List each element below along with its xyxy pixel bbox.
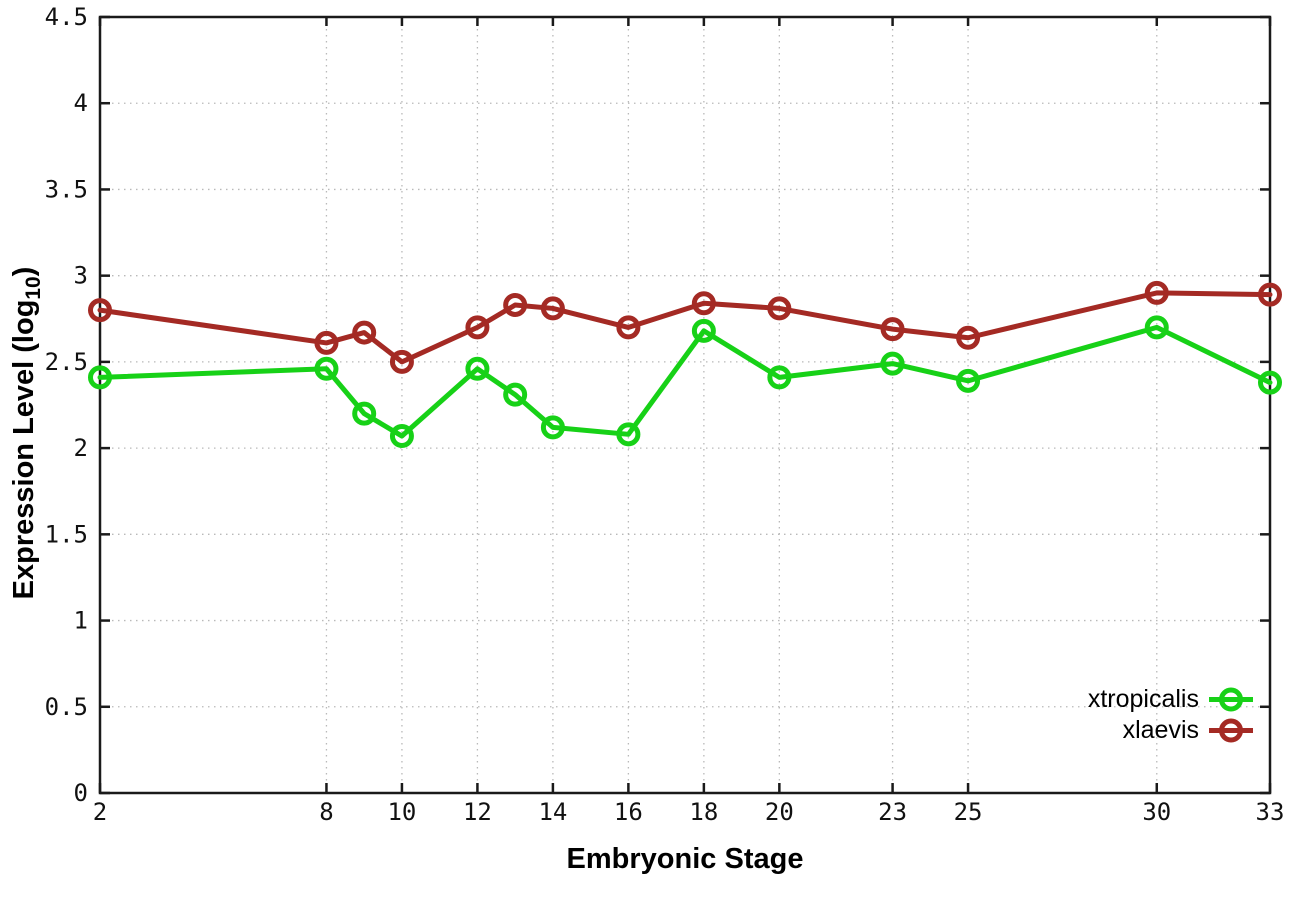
x-tick-label: 14 — [538, 798, 567, 826]
data-point-xlaevis — [616, 315, 641, 340]
data-point-xtropicalis — [691, 318, 716, 343]
x-axis-label: Embryonic Stage — [566, 843, 804, 875]
data-point-xtropicalis — [314, 356, 339, 381]
series-line-xlaevis — [97, 290, 1273, 365]
data-point-xlaevis — [1258, 282, 1282, 307]
data-point-xlaevis — [767, 296, 792, 321]
data-point-xtropicalis — [540, 415, 565, 440]
y-axis-label-subscript: 10 — [21, 276, 45, 300]
data-point-xlaevis — [389, 349, 414, 374]
data-point-xlaevis — [880, 317, 905, 342]
legend-item-xlaevis: xlaevis — [1088, 715, 1255, 746]
data-point-xtropicalis — [1258, 370, 1282, 395]
legend-sample-xtropicalis — [1209, 687, 1253, 712]
data-point-xlaevis — [1144, 280, 1169, 305]
x-tick-label: 30 — [1142, 798, 1171, 826]
x-tick-label: 18 — [689, 798, 718, 826]
data-point-xlaevis — [956, 325, 981, 350]
data-point-xtropicalis — [616, 422, 641, 447]
x-tick-label: 33 — [1256, 798, 1285, 826]
data-point-xtropicalis — [465, 356, 490, 381]
y-tick-label: 3.5 — [45, 175, 88, 203]
legend-label-xtropicalis: xtropicalis — [1087, 685, 1199, 713]
x-tick-label: 20 — [765, 798, 794, 826]
y-tick-label: 3 — [74, 262, 88, 290]
data-point-xtropicalis — [1144, 315, 1169, 340]
legend-sample-marker — [1219, 718, 1243, 743]
data-point-xlaevis — [540, 296, 565, 321]
y-axis-label-text: Expression Level (log — [8, 299, 41, 600]
data-point-xtropicalis — [352, 401, 377, 426]
data-point-xtropicalis — [880, 351, 905, 376]
legend-sample-xlaevis — [1209, 718, 1253, 743]
y-axis-label-close: ) — [8, 266, 41, 277]
data-point-xlaevis — [465, 315, 490, 340]
x-tick-label: 16 — [614, 798, 643, 826]
legend-sample-marker — [1219, 687, 1243, 712]
y-axis-label: Expression Level (log10) — [8, 267, 46, 600]
data-point-xtropicalis — [767, 365, 792, 390]
data-point-xtropicalis — [956, 368, 981, 393]
legend: xtropicalis xlaevis — [1088, 684, 1255, 746]
data-point-xlaevis — [352, 320, 377, 345]
y-tick-label: 1 — [74, 607, 88, 635]
data-point-xlaevis — [88, 298, 112, 323]
y-tick-label: 1.5 — [45, 520, 88, 548]
y-tick-label: 4 — [74, 89, 88, 117]
x-tick-label: 12 — [463, 798, 492, 826]
y-tick-label: 4.5 — [45, 3, 88, 31]
data-point-xlaevis — [314, 330, 339, 355]
x-tick-label: 2 — [93, 798, 107, 826]
y-tick-label: 0.5 — [45, 693, 88, 721]
series-line-xtropicalis — [97, 324, 1273, 439]
x-tick-label: 23 — [878, 798, 907, 826]
legend-item-xtropicalis: xtropicalis — [1088, 684, 1255, 715]
y-tick-label: 2.5 — [45, 348, 88, 376]
data-point-xtropicalis — [503, 382, 528, 407]
x-tick-label: 10 — [387, 798, 416, 826]
x-tick-label: 8 — [319, 798, 333, 826]
data-point-xlaevis — [691, 291, 716, 316]
data-point-xtropicalis — [389, 424, 414, 449]
y-tick-label: 2 — [74, 434, 88, 462]
data-point-xlaevis — [503, 292, 528, 317]
plot-frame — [98, 15, 1272, 795]
legend-label-xlaevis: xlaevis — [1122, 716, 1199, 744]
data-point-xtropicalis — [88, 365, 112, 390]
x-tick-label: 25 — [954, 798, 983, 826]
y-tick-label: 0 — [74, 779, 88, 807]
